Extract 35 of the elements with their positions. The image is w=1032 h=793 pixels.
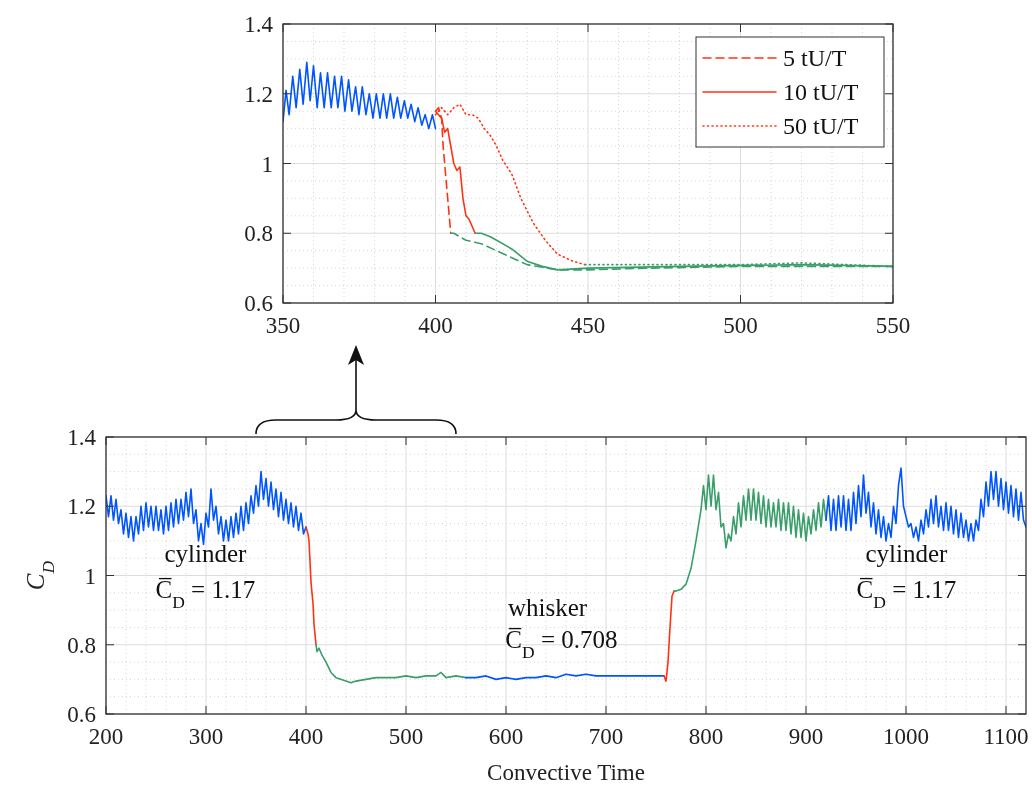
y-tick-label: 1.4	[67, 425, 97, 450]
y-tick-label: 1	[261, 151, 273, 177]
annotation: cylinder	[164, 539, 247, 567]
x-tick-label: 1100	[983, 724, 1029, 749]
x-tick-label: 800	[688, 724, 724, 749]
x-tick-label: 500	[723, 313, 758, 338]
y-tick-label: 1.2	[244, 81, 273, 107]
annotation: C̅$_{D}$ = 1.17	[856, 575, 957, 612]
x-tick-label: 350	[265, 313, 301, 338]
y-tick-label: 1.4	[244, 12, 274, 37]
legend-label: 10 tU/T	[783, 79, 859, 105]
legend-label: 50 tU/T	[783, 113, 859, 139]
x-tick-label: 450	[570, 313, 606, 338]
y-tick-label: 0.8	[67, 632, 96, 658]
x-tick-label: 600	[488, 724, 524, 749]
annotation: cylinder	[865, 539, 949, 567]
x-tick-label: 1000	[883, 724, 929, 749]
x-tick-label: 500	[388, 724, 424, 749]
x-tick-label: 300	[188, 724, 224, 749]
y-tick-label: 1.2	[67, 494, 96, 520]
x-tick-label: 900	[788, 724, 824, 749]
x-tick-label: 200	[88, 724, 124, 749]
annotation: C̅$_{D}$ = 0.708	[505, 625, 618, 662]
x-tick-label: 400	[288, 724, 324, 749]
x-tick-label: 700	[588, 724, 624, 749]
y-tick-label: 0.6	[244, 291, 273, 316]
annotation: whisker	[508, 593, 588, 621]
legend-label: 5 tU/T	[783, 45, 847, 71]
y-tick-label: 0.8	[244, 221, 273, 247]
y-tick-label: 0.6	[67, 702, 96, 727]
x-tick-label: 550	[875, 313, 911, 338]
y-tick-label: 1	[84, 563, 96, 589]
x-tick-label: 400	[418, 313, 453, 338]
x-axis-title: Convective Time	[487, 760, 645, 785]
annotation: C̅$_{D}$ = 1.17	[155, 575, 256, 612]
